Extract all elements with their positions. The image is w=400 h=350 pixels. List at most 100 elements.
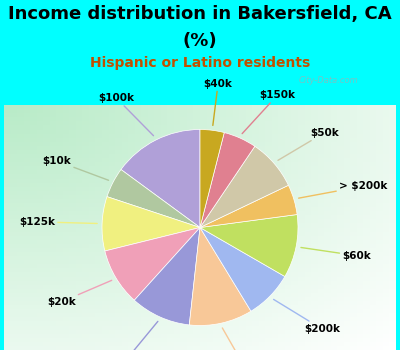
Bar bbox=[63, 187, 69, 191]
Bar bbox=[233, 236, 239, 240]
Bar bbox=[161, 252, 167, 256]
Bar bbox=[89, 301, 96, 305]
Bar bbox=[304, 346, 311, 350]
Bar bbox=[272, 211, 278, 215]
Bar bbox=[337, 207, 344, 211]
Bar bbox=[220, 256, 226, 260]
Bar bbox=[76, 125, 82, 130]
Bar bbox=[259, 276, 265, 281]
Bar bbox=[56, 338, 63, 342]
Bar bbox=[96, 276, 102, 281]
Bar bbox=[259, 256, 265, 260]
Bar bbox=[252, 338, 259, 342]
Bar bbox=[174, 183, 180, 187]
Bar bbox=[278, 305, 285, 309]
Bar bbox=[298, 130, 304, 134]
Bar bbox=[148, 264, 154, 268]
Bar bbox=[180, 268, 187, 272]
Bar bbox=[331, 268, 337, 272]
Bar bbox=[200, 297, 206, 301]
Bar bbox=[122, 121, 128, 125]
Bar bbox=[363, 183, 370, 187]
Bar bbox=[10, 326, 17, 330]
Bar bbox=[337, 215, 344, 219]
Bar bbox=[96, 240, 102, 244]
Bar bbox=[141, 199, 148, 203]
Bar bbox=[128, 174, 135, 179]
Bar bbox=[298, 313, 304, 317]
Bar bbox=[252, 158, 259, 162]
Bar bbox=[89, 260, 96, 264]
Bar bbox=[89, 228, 96, 232]
Bar bbox=[370, 138, 376, 142]
Bar bbox=[383, 170, 390, 174]
Bar bbox=[63, 326, 69, 330]
Bar bbox=[278, 187, 285, 191]
Bar bbox=[96, 142, 102, 146]
Bar bbox=[311, 166, 318, 170]
Bar bbox=[344, 195, 350, 199]
Bar bbox=[148, 138, 154, 142]
Bar bbox=[363, 219, 370, 223]
Bar bbox=[292, 305, 298, 309]
Bar bbox=[135, 211, 141, 215]
Bar bbox=[350, 228, 357, 232]
Bar bbox=[43, 260, 50, 264]
Bar bbox=[17, 166, 24, 170]
Bar bbox=[390, 142, 396, 146]
Bar bbox=[96, 264, 102, 268]
Bar bbox=[390, 223, 396, 228]
Bar bbox=[154, 252, 161, 256]
Bar bbox=[194, 256, 200, 260]
Bar bbox=[102, 232, 108, 236]
Bar bbox=[174, 130, 180, 134]
Bar bbox=[213, 203, 220, 207]
Bar bbox=[331, 109, 337, 113]
Bar bbox=[187, 309, 194, 313]
Bar bbox=[187, 195, 194, 199]
Bar bbox=[161, 121, 167, 125]
Bar bbox=[304, 146, 311, 150]
Bar bbox=[311, 338, 318, 342]
Bar bbox=[220, 207, 226, 211]
Bar bbox=[272, 326, 278, 330]
Bar bbox=[239, 285, 246, 289]
Bar bbox=[350, 268, 357, 272]
Bar bbox=[17, 158, 24, 162]
Bar bbox=[213, 346, 220, 350]
Bar bbox=[154, 154, 161, 158]
Bar bbox=[337, 199, 344, 203]
Bar bbox=[259, 309, 265, 313]
Bar bbox=[76, 191, 82, 195]
Bar bbox=[24, 297, 30, 301]
Bar bbox=[96, 105, 102, 109]
Bar bbox=[115, 305, 122, 309]
Bar bbox=[69, 228, 76, 232]
Bar bbox=[383, 309, 390, 313]
Bar bbox=[350, 109, 357, 113]
Bar bbox=[102, 317, 108, 321]
Bar bbox=[357, 174, 363, 179]
Bar bbox=[63, 178, 69, 183]
Bar bbox=[350, 207, 357, 211]
Bar bbox=[82, 170, 89, 174]
Bar bbox=[363, 301, 370, 305]
Bar bbox=[324, 228, 331, 232]
Bar bbox=[69, 289, 76, 293]
Bar bbox=[318, 219, 324, 223]
Bar bbox=[233, 309, 239, 313]
Bar bbox=[370, 113, 376, 117]
Bar bbox=[56, 272, 63, 276]
Bar bbox=[96, 158, 102, 162]
Bar bbox=[135, 166, 141, 170]
Bar bbox=[194, 305, 200, 309]
Bar bbox=[115, 183, 122, 187]
Bar bbox=[108, 244, 115, 248]
Bar bbox=[344, 264, 350, 268]
Bar bbox=[43, 130, 50, 134]
Bar bbox=[30, 338, 37, 342]
Bar bbox=[376, 166, 383, 170]
Bar bbox=[246, 297, 252, 301]
Bar bbox=[17, 321, 24, 326]
Bar bbox=[128, 223, 135, 228]
